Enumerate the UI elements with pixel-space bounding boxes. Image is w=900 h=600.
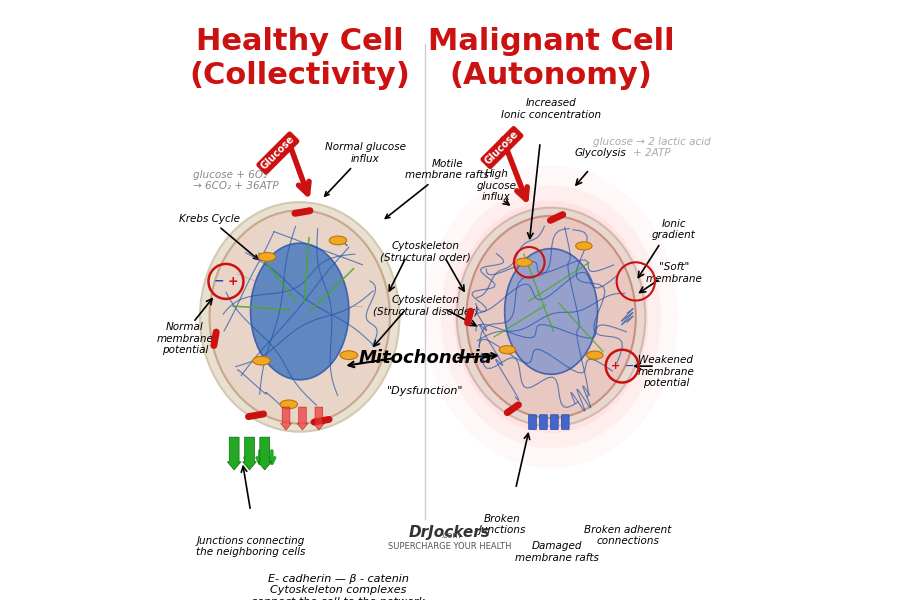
Ellipse shape — [500, 346, 516, 354]
Text: +: + — [228, 275, 238, 288]
FancyBboxPatch shape — [562, 415, 569, 430]
Ellipse shape — [280, 400, 298, 409]
Text: Cytoskeleton
(Structural order): Cytoskeleton (Structural order) — [380, 241, 471, 262]
Text: "Dysfunction": "Dysfunction" — [387, 386, 464, 396]
FancyBboxPatch shape — [540, 415, 547, 430]
Text: glucose + 6O₂
→ 6CO₂ + 36ATP: glucose + 6O₂ → 6CO₂ + 36ATP — [194, 170, 279, 191]
Text: Cytoskeleton
(Structural disorder): Cytoskeleton (Structural disorder) — [373, 295, 478, 317]
Text: Glucose: Glucose — [483, 129, 521, 166]
Text: Damaged
membrane rafts: Damaged membrane rafts — [515, 541, 598, 563]
Text: Motile
membrane rafts: Motile membrane rafts — [385, 158, 490, 218]
Ellipse shape — [505, 248, 598, 374]
Ellipse shape — [340, 351, 357, 359]
Text: Broken adherent
connections: Broken adherent connections — [584, 525, 671, 547]
Text: Weakened
membrane
potential: Weakened membrane potential — [637, 355, 694, 388]
Text: Glucose: Glucose — [259, 134, 297, 172]
Ellipse shape — [516, 258, 532, 266]
Text: Malignant Cell
(Autonomy): Malignant Cell (Autonomy) — [428, 28, 674, 90]
Ellipse shape — [587, 351, 603, 359]
Text: Increased
Ionic concentration: Increased Ionic concentration — [501, 98, 601, 120]
Ellipse shape — [576, 242, 592, 250]
Text: .com
SUPERCHARGE YOUR HEALTH: .com SUPERCHARGE YOUR HEALTH — [388, 531, 512, 551]
FancyBboxPatch shape — [528, 415, 536, 430]
Ellipse shape — [329, 236, 346, 245]
Ellipse shape — [258, 253, 275, 261]
FancyArrow shape — [297, 407, 308, 430]
Text: "Soft"
membrane: "Soft" membrane — [645, 262, 703, 284]
Text: −: − — [625, 361, 634, 371]
Ellipse shape — [454, 200, 649, 433]
Ellipse shape — [253, 356, 270, 365]
Ellipse shape — [466, 216, 635, 418]
FancyArrow shape — [258, 437, 272, 470]
Text: DrJockers: DrJockers — [410, 525, 490, 540]
Text: Krebs Cycle: Krebs Cycle — [179, 214, 258, 259]
FancyArrow shape — [313, 407, 324, 430]
FancyArrow shape — [243, 437, 256, 470]
FancyArrow shape — [228, 437, 241, 470]
Text: High
glucose
influx: High glucose influx — [476, 169, 517, 202]
FancyBboxPatch shape — [551, 415, 558, 430]
FancyArrow shape — [281, 407, 292, 430]
Text: Ionic
gradient: Ionic gradient — [652, 219, 696, 241]
Text: Broken
Junctions: Broken Junctions — [478, 514, 526, 535]
Ellipse shape — [457, 208, 645, 426]
Ellipse shape — [424, 165, 678, 469]
Text: Normal
membrane
potential: Normal membrane potential — [157, 322, 213, 355]
Ellipse shape — [210, 211, 390, 424]
Ellipse shape — [441, 185, 662, 448]
Text: Mitochondria: Mitochondria — [358, 349, 492, 367]
Ellipse shape — [250, 243, 349, 380]
Text: −: − — [213, 275, 224, 288]
Text: glucose → 2 lactic acid
+ 2ATP: glucose → 2 lactic acid + 2ATP — [593, 137, 711, 158]
Text: Glycolysis: Glycolysis — [574, 148, 626, 158]
Text: Healthy Cell
(Collectivity): Healthy Cell (Collectivity) — [189, 28, 410, 90]
Ellipse shape — [200, 202, 400, 431]
Text: Junctions connecting
the neighboring cells: Junctions connecting the neighboring cel… — [196, 536, 305, 557]
Text: Normal glucose
influx: Normal glucose influx — [325, 142, 406, 196]
Text: E- cadherin — β - catenin
Cytoskeleton complexes
connect the cell to the network: E- cadherin — β - catenin Cytoskeleton c… — [251, 574, 425, 600]
Text: +: + — [611, 361, 620, 371]
